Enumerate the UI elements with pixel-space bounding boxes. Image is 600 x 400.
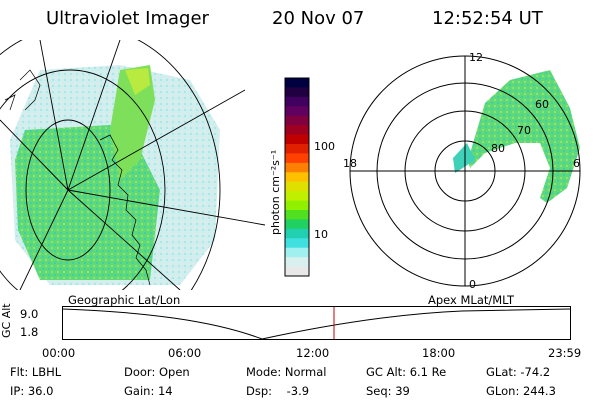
colorbar-swatch: [285, 162, 309, 173]
apex-label: Apex MLat/MLT: [428, 293, 515, 307]
status-door: Door: Open: [124, 365, 190, 379]
mlt-label-18: 18: [343, 157, 357, 170]
status-gain: Gain: 14: [124, 384, 173, 398]
altitude-ylabel: GC Alt: [0, 303, 13, 338]
status-glon: GLon: 244.3: [486, 384, 556, 398]
colorbar-swatch: [285, 191, 309, 202]
altitude-xtick-0: 00:00: [42, 346, 76, 360]
colorbar-swatch: [285, 153, 309, 164]
altitude-xtick-1: 06:00: [168, 346, 202, 360]
status-mode: Mode: Normal: [246, 365, 327, 379]
colorbar-unit-label: photon cm⁻²s⁻¹: [269, 150, 282, 235]
aurora-bright-spot: [125, 68, 150, 95]
mlt-label-0: 0: [469, 278, 476, 291]
colorbar-swatch: [285, 106, 309, 117]
altitude-xtick-4: 23:59: [548, 346, 582, 360]
status-ip: IP: 36.0: [10, 384, 54, 398]
lat-lon-grid: [0, 40, 266, 290]
colorbar-swatch: [285, 78, 309, 88]
colorbar-tick-100: 100: [314, 140, 335, 153]
geographic-map: [0, 40, 266, 290]
status-gc-alt: GC Alt: 6.1 Re: [366, 365, 447, 379]
colorbar-swatch: [285, 228, 309, 239]
colorbar-swatch: [285, 125, 309, 136]
colorbar-swatch: [285, 144, 309, 154]
date-label: 20 Nov 07: [272, 8, 365, 29]
time-label: 12:52:54 UT: [432, 8, 543, 29]
colorbar-swatch: [285, 219, 309, 230]
colorbar-swatch: [285, 172, 309, 183]
geographic-label: Geographic Lat/Lon: [68, 293, 181, 307]
instrument-title: Ultraviolet Imager: [46, 8, 209, 29]
altitude-xtick-3: 18:00: [422, 346, 456, 360]
coastline: [4, 69, 151, 286]
auroral-oval: [468, 70, 580, 203]
aurora-arc: [110, 65, 155, 180]
mlt-label-6: 6: [573, 157, 580, 170]
status-dsp: Dsp: -3.9: [246, 384, 310, 398]
status-flt: Flt: LBHL: [10, 365, 62, 379]
altitude-ytick-min: 1.8: [20, 325, 39, 339]
altitude-curve: [62, 308, 571, 340]
polar-grid: [349, 55, 581, 287]
altitude-xtick-2: 12:00: [296, 346, 330, 360]
mlat-label-70: 70: [517, 124, 531, 137]
altitude-plot: [62, 306, 571, 340]
altitude-ytick-max: 9.0: [20, 307, 39, 321]
auroral-oval-tip: [453, 143, 475, 173]
colorbar-swatch: [285, 200, 309, 211]
colorbar-swatch: [285, 210, 309, 220]
colorbar-swatch: [285, 266, 309, 277]
altitude-plot-frame: [62, 306, 571, 340]
colorbar-swatch: [285, 181, 309, 192]
colorbar-swatch: [285, 247, 309, 258]
colorbar-swatch: [285, 257, 309, 268]
colorbar-swatch: [285, 115, 309, 126]
colorbar-swatch: [285, 238, 309, 249]
colorbar-tick-10: 10: [314, 228, 328, 241]
colorbar-swatch: [285, 87, 309, 98]
mlt-label-12: 12: [469, 51, 483, 64]
colorbar: photon cm⁻²s⁻¹: [269, 77, 310, 277]
mlat-label-60: 60: [535, 98, 549, 111]
apex-polar-plot: 12 18 6 0 60 70 80: [343, 51, 581, 291]
mlat-label-80: 80: [491, 142, 505, 155]
colorbar-swatch: [285, 134, 309, 145]
status-glat: GLat: -74.2: [486, 365, 551, 379]
colorbar-swatch: [285, 96, 309, 107]
status-seq: Seq: 39: [366, 384, 410, 398]
